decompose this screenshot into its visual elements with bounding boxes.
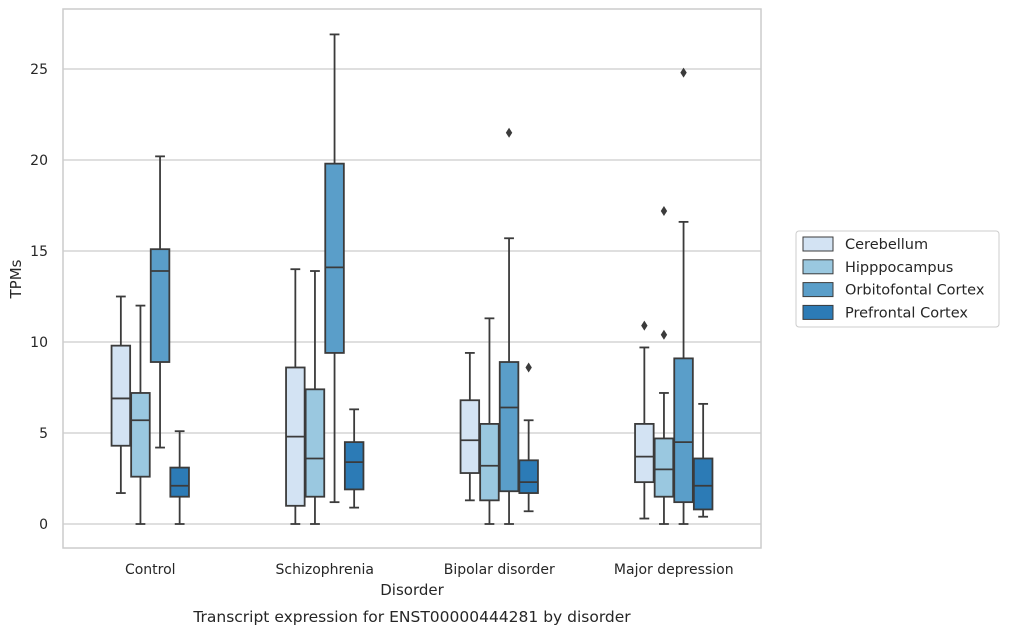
- chart-caption: Transcript expression for ENST0000044428…: [192, 608, 631, 626]
- box-2-0: [459, 352, 481, 502]
- y-tick-label-1: 5: [39, 426, 48, 442]
- box-0-0: [110, 295, 132, 494]
- y-tick-label-5: 25: [30, 62, 48, 78]
- legend-swatch-0: [802, 236, 834, 252]
- legend: Cerebellum Hipppocampus Orbitofontal Corte…: [795, 230, 1000, 328]
- box-3-3: [692, 402, 714, 518]
- y-axis-ticks: 0 5 10 15 20 25: [30, 62, 48, 533]
- y-tick-label-2: 10: [30, 335, 48, 351]
- box-1-3: [343, 408, 365, 509]
- x-axis-ticks: Control Schizophrenia Bipolar disorder Majo…: [125, 562, 734, 578]
- legend-label-2: Orbitofontal Cortex: [845, 283, 985, 299]
- box-1-1: [304, 270, 326, 525]
- box-2-3: [518, 362, 539, 513]
- box-1-0: [285, 268, 306, 525]
- box-0-1: [130, 304, 151, 525]
- box-body: [110, 344, 132, 447]
- boxes: [110, 33, 714, 525]
- legend-swatch-3: [802, 304, 834, 320]
- legend-frame: [795, 230, 1000, 328]
- box-3-1: [653, 205, 675, 525]
- x-tick-label-2: Bipolar disorder: [444, 562, 555, 578]
- legend-label-1: Hipppocampus: [845, 260, 953, 276]
- box-0-2: [149, 155, 171, 449]
- box-body: [459, 399, 481, 474]
- y-tick-label-3: 15: [30, 244, 48, 260]
- x-tick-label-0: Control: [125, 562, 176, 578]
- legend-label-0: Cerebellum: [845, 237, 928, 253]
- box-2-2: [498, 127, 520, 525]
- box-body: [130, 392, 151, 478]
- box-body: [518, 459, 539, 494]
- x-tick-label-1: Schizophrenia: [276, 562, 374, 578]
- legend-items: Cerebellum Hipppocampus Orbitofontal Corte…: [802, 236, 985, 321]
- box-body: [324, 162, 345, 354]
- box-body: [692, 457, 714, 511]
- legend-swatch-1: [802, 259, 834, 275]
- box-0-3: [169, 430, 190, 525]
- y-axis-label: TPMs: [7, 259, 25, 299]
- y-tick-label-4: 20: [30, 153, 48, 169]
- outlier-0: [680, 67, 687, 78]
- box-body: [673, 357, 694, 504]
- legend-label-3: Prefrontal Cortex: [845, 305, 968, 321]
- outlier-1: [660, 205, 668, 216]
- box-body: [149, 248, 171, 363]
- box-body: [304, 388, 326, 498]
- x-axis-label: Disorder: [380, 581, 444, 599]
- box-body: [343, 441, 365, 491]
- box-1-2: [324, 33, 345, 504]
- outlier-0: [641, 320, 648, 331]
- box-body: [479, 422, 500, 502]
- box-body: [498, 361, 520, 493]
- outlier-0: [525, 362, 532, 373]
- box-body: [169, 466, 190, 498]
- plot-area-frame: [62, 8, 762, 549]
- legend-swatch-2: [802, 282, 834, 298]
- outlier-0: [660, 329, 668, 340]
- box-body: [653, 437, 675, 498]
- box-3-2: [673, 67, 694, 525]
- x-tick-label-3: Major depression: [614, 562, 734, 578]
- box-3-0: [634, 320, 655, 520]
- y-tick-label-0: 0: [39, 517, 48, 533]
- outlier-0: [505, 127, 513, 138]
- box-2-1: [479, 317, 500, 525]
- box-body: [634, 422, 655, 484]
